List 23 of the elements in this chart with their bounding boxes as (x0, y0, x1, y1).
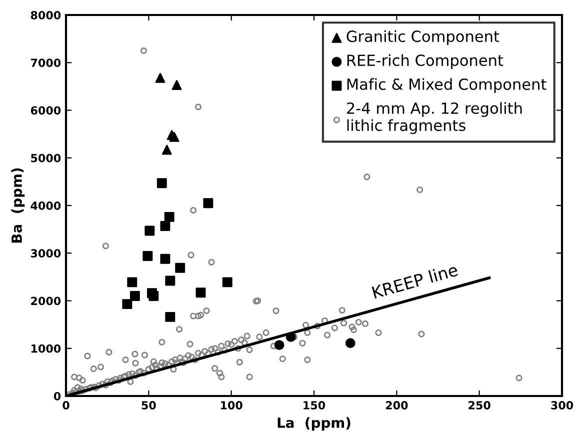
x-tick-label: 0 (62, 401, 70, 410)
y-tick-label: 6000 (30, 106, 61, 115)
y-tick-label: 4000 (30, 201, 61, 210)
y-axis-title: Ba (ppm) (11, 168, 25, 243)
x-tick-label: 50 (142, 401, 156, 410)
y-tick-label: 0 (54, 392, 61, 400)
x-tick-label: 200 (386, 401, 408, 410)
legend-label: REE-rich Component (347, 54, 504, 70)
y-tick-label: 7000 (30, 58, 61, 68)
x-tick-label: 250 (468, 401, 490, 410)
x-tick-label: 300 (551, 401, 574, 410)
y-tick-label: 8000 (30, 10, 61, 20)
x-axis-title: La (ppm) (278, 417, 350, 431)
y-tick-label: 2000 (31, 296, 61, 306)
x-tick-label: 150 (304, 401, 326, 410)
y-tick-label: 5000 (31, 154, 61, 162)
legend-label: Granitic Component (346, 30, 500, 46)
x-tick-label: 100 (220, 401, 242, 410)
legend-label: 2-4 mm Ap. 12 regolith lithic fragments (347, 102, 522, 134)
annotation: KREEP line (372, 263, 458, 299)
y-tick-label: 1000 (31, 344, 61, 353)
y-tick-label: 3000 (30, 249, 61, 258)
legend-label: Mafic & Mixed Component (347, 78, 546, 93)
